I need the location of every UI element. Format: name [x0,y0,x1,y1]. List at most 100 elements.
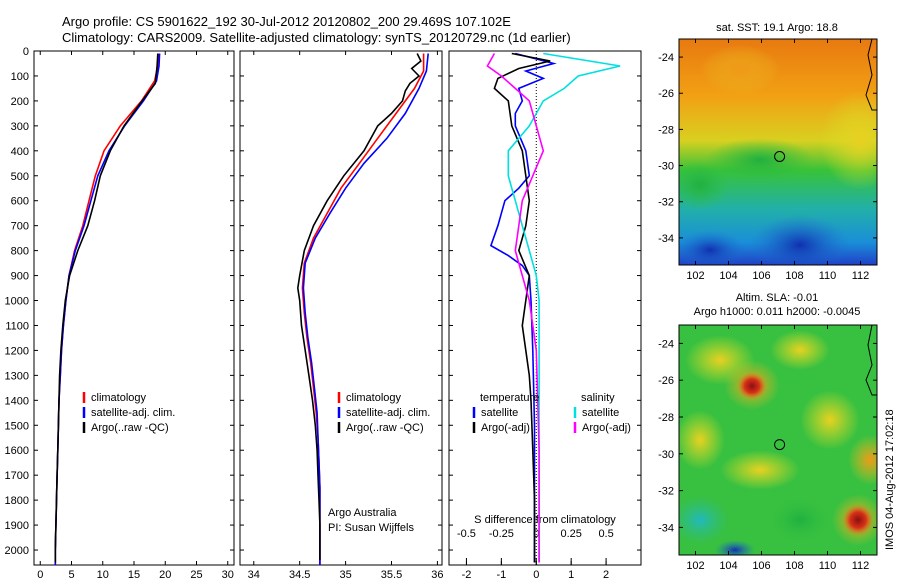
sal-annotation: Argo Australia [328,507,397,519]
depth-tick-label: 1000 [5,296,29,308]
sal-xtick-label: 34 [248,569,260,580]
temp-xtick-label: 10 [97,569,109,580]
difference-frame [448,50,642,566]
map-xtick-label: 108 [785,270,803,282]
diff-series-line [493,52,551,563]
diff-series-line [486,53,545,563]
depth-tick-label: 1900 [5,520,29,532]
diff-xtick-label: -2 [462,569,472,580]
sal-series-line [296,53,422,560]
sla-map-panel: Altim. SLA: -0.01 Argo h1000: 0.011 h200… [658,292,878,572]
map-ytick-label: -32 [658,486,674,498]
depth-tick-label: 700 [11,221,29,233]
map-xtick-label: 112 [852,270,870,282]
temperature-panel: 0100200300400500600700800900100011001200… [5,46,235,580]
map-ytick-label: -24 [658,338,674,350]
map-xtick-label: 102 [686,270,704,282]
depth-tick-label: 1700 [5,470,29,482]
title-line-2: Climatology: CARS2009. Satellite-adjuste… [62,30,571,45]
depth-tick-label: 600 [11,196,29,208]
depth-tick-label: 0 [23,46,29,58]
sst-map-frame [678,38,878,266]
depth-tick-label: 1300 [5,370,29,382]
sla-map-title-2: Argo h1000: 0.011 h2000: -0.0045 [694,306,861,318]
sla-argo-location-marker [774,439,786,451]
sal-xtick-label: 35 [339,569,351,580]
map-ytick-label: -30 [658,161,674,173]
map-xtick-label: 106 [752,270,770,282]
depth-tick-label: 800 [11,246,29,258]
map-xtick-label: 110 [819,270,837,282]
diff-stick-label: 0.25 [560,528,581,540]
temp-legend-label: climatology [91,392,147,404]
map-xtick-label: 104 [719,560,737,572]
diff-xlabel-top: S difference from climatology [474,514,616,526]
temp-xtick-label: 0 [37,569,43,580]
sla-map-frame [678,324,878,556]
temp-xtick-label: 20 [159,569,171,580]
sal-annotation: PI: Susan Wijffels [328,522,414,534]
map-ytick-label: -28 [658,124,674,136]
map-ytick-label: -28 [658,412,674,424]
map-xtick-label: 102 [686,560,704,572]
depth-tick-label: 100 [11,71,29,83]
sst-map-panel: sat. SST: 19.1 Argo: 18.8 102 104 106 108 11… [658,22,878,282]
difference-panel: -2 -1 0 1 2 -0.5 -0.25 0 0.25 0.5 S difference fro… [448,50,642,580]
salinity-panel: 3434.53535.536salinityclimatologysatelli… [239,50,444,580]
sal-series-line [302,53,429,565]
map-xtick-label: 108 [785,560,803,572]
diff-xtick-label: 0 [533,569,539,580]
sst-map-ticks: 102 104 106 108 110 112 -24 -26 -28 -30 -32 -34 [658,39,877,282]
diff-legend-title: temperature [480,392,539,404]
depth-tick-label: 200 [11,96,29,108]
diff-temp-legend-label: Argo(-adj) [481,422,530,434]
diff-stick-label: 0 [533,528,539,540]
sla-heatmap [679,325,877,555]
sal-xtick-label: 35.5 [381,569,402,580]
depth-tick-label: 1800 [5,495,29,507]
map-xtick-label: 104 [719,270,737,282]
diff-xtick-label: -1 [496,569,506,580]
depth-tick-label: 1500 [5,420,29,432]
diff-stick-label: -0.5 [457,528,476,540]
map-xtick-label: 106 [752,560,770,572]
depth-tick-label: 300 [11,121,29,133]
diff-temp-legend-label: satellite [481,407,518,419]
sla-map-title-1: Altim. SLA: -0.01 [736,292,819,304]
map-xtick-label: 110 [819,560,837,572]
map-ytick-label: -26 [658,88,674,100]
temp-legend-label: satellite-adj. clim. [91,407,175,419]
map-ytick-label: -34 [658,233,674,245]
temp-series-line [54,53,160,565]
temp-xtick-label: 25 [190,569,202,580]
sal-xtick-label: 34.5 [289,569,310,580]
sal-legend-label: satellite-adj. clim. [346,407,430,419]
temp-xtick-label: 15 [128,569,140,580]
sal-legend-label: Argo(..raw -QC) [346,422,424,434]
depth-tick-label: 1600 [5,445,29,457]
temp-legend-label: Argo(..raw -QC) [91,422,169,434]
sla-map-ticks: 102 104 106 108 110 112 -24 -26 -28 -30 -32 -34 [658,325,877,572]
imos-timestamp: IMOS 04-Aug-2012 17:02:18 [884,409,896,550]
depth-tick-label: 400 [11,146,29,158]
map-ytick-label: -30 [658,449,674,461]
sst-map-title: sat. SST: 19.1 Argo: 18.8 [716,22,838,34]
diff-stick-label: 0.5 [598,528,613,540]
map-ytick-label: -32 [658,197,674,209]
salinity-frame [239,50,443,566]
diff-sal-legend-label: Argo(-adj) [582,422,631,434]
sst-argo-location-marker [774,151,786,162]
temp-series-line [54,53,159,563]
diff-xtick-label: 2 [603,569,609,580]
depth-tick-label: 1100 [5,320,29,332]
temp-series-line [54,53,161,565]
map-xtick-label: 112 [852,560,870,572]
temp-xtick-label: 30 [222,569,234,580]
sal-xtick-label: 36 [431,569,443,580]
map-ytick-label: -26 [658,375,674,387]
diff-series-line [507,52,621,563]
depth-tick-label: 900 [11,271,29,283]
map-ytick-label: -34 [658,522,674,534]
sal-legend-label: climatology [346,392,402,404]
